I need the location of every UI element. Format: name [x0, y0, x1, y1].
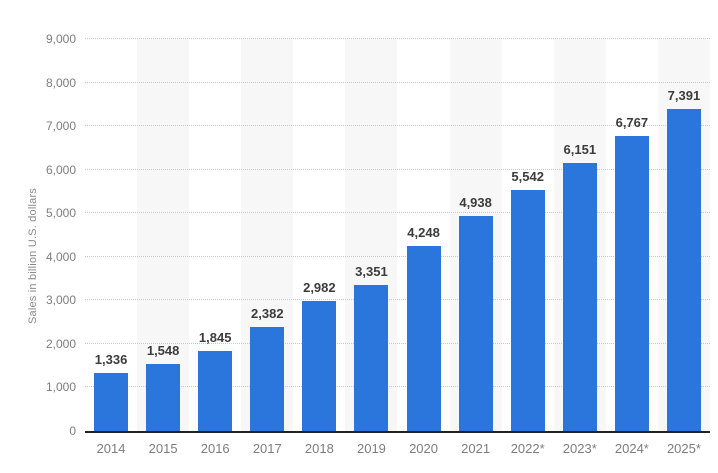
x-tick-label: 2024* — [614, 441, 649, 456]
y-tick-label: 6,000 — [45, 162, 76, 177]
gridline — [85, 386, 710, 388]
bar — [146, 363, 181, 431]
bar-value-label: 2,382 — [251, 306, 284, 322]
bar — [666, 109, 701, 431]
x-tick-label: 2020 — [409, 441, 438, 456]
x-tick-label: 2017 — [252, 441, 282, 456]
y-tick-label: 4,000 — [45, 249, 76, 264]
y-tick-label: 1,000 — [45, 380, 76, 395]
bar — [510, 189, 545, 431]
y-tick-label: 3,000 — [45, 293, 76, 308]
x-tick-label: 2025* — [666, 441, 701, 456]
bar — [94, 372, 129, 431]
bar-value-label: 4,938 — [459, 194, 492, 210]
bar — [614, 136, 649, 431]
x-tick-label: 2015 — [148, 441, 178, 456]
y-tick-label: 8,000 — [45, 75, 76, 90]
y-tick-label: 7,000 — [45, 119, 76, 134]
bar-value-label: 5,542 — [511, 168, 544, 184]
gridline — [85, 168, 710, 170]
bar-value-label: 4,248 — [407, 224, 440, 240]
gridline — [85, 38, 710, 39]
bar — [458, 215, 493, 431]
bar — [406, 245, 441, 431]
bar — [302, 301, 337, 431]
y-tick-label: 2,000 — [45, 336, 76, 351]
y-tick-label: 5,000 — [45, 206, 76, 221]
bar-value-label: 2,982 — [303, 280, 336, 296]
bar-value-label: 1,548 — [146, 342, 180, 358]
bar-value-label: 1,845 — [198, 329, 232, 345]
y-tick-label: 9,000 — [45, 32, 76, 46]
x-tick-label: 2022* — [510, 441, 545, 456]
x-tick-label: 2014 — [96, 441, 126, 456]
bar — [198, 350, 233, 431]
bar — [562, 163, 597, 431]
x-tick-label: 2019 — [356, 441, 386, 456]
bar-value-label: 6,767 — [615, 115, 649, 131]
gridline — [85, 255, 710, 257]
x-tick-label: 2021 — [461, 441, 491, 456]
bar-value-label: 6,151 — [563, 142, 597, 158]
bar — [354, 285, 389, 431]
x-tick-label: 2018 — [304, 441, 334, 456]
gridline — [85, 342, 710, 344]
gridline — [85, 81, 710, 83]
gridline — [85, 212, 710, 214]
y-tick-label: 0 — [69, 424, 76, 438]
bar-value-label: 7,391 — [667, 88, 701, 104]
x-tick-label: 2023* — [562, 441, 597, 456]
plot-area: 1,336 2014 1,548 2015 1,845 2016 2,382 2017 2,98… — [85, 38, 710, 456]
bar — [250, 327, 285, 431]
gridline — [85, 125, 710, 127]
bar-value-label: 1,336 — [94, 351, 128, 367]
gridline — [85, 299, 710, 301]
x-tick-label: 2016 — [200, 441, 230, 456]
bar-value-label: 3,351 — [355, 264, 388, 280]
